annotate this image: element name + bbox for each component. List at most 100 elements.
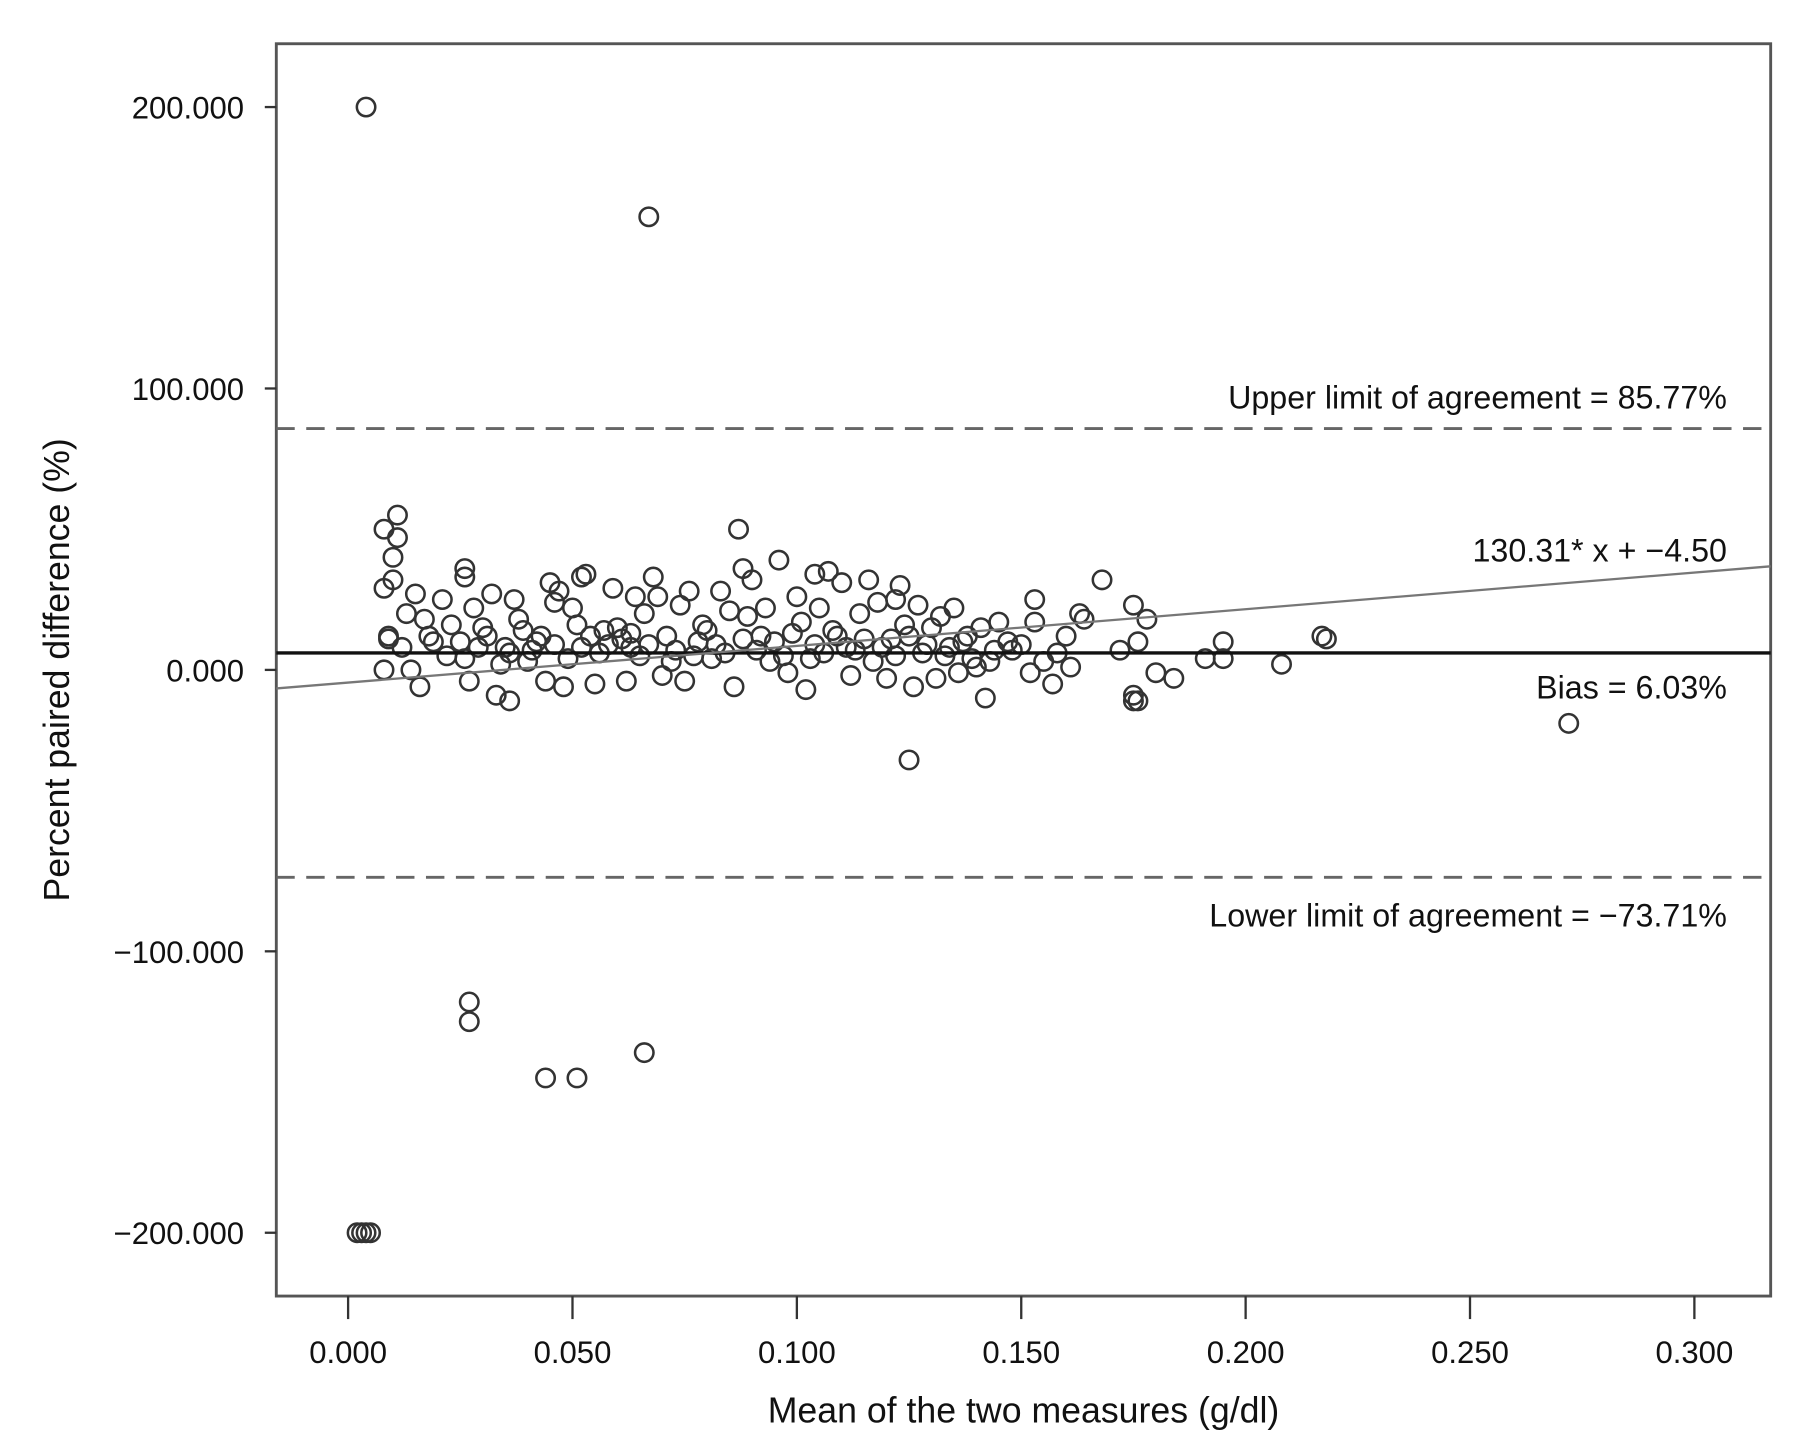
data-point bbox=[808, 597, 830, 619]
x-tick-label: 0.300 bbox=[1655, 1335, 1733, 1370]
data-point bbox=[826, 625, 848, 647]
data-point bbox=[956, 625, 978, 647]
data-point bbox=[889, 575, 911, 596]
data-point bbox=[741, 569, 763, 591]
data-point bbox=[553, 676, 574, 698]
x-axis: 0.000 0.050 0.100 0.150 0.200 0.250 0.300 bbox=[309, 1296, 1733, 1370]
data-point bbox=[355, 96, 377, 118]
data-point bbox=[898, 749, 920, 771]
data-point bbox=[615, 670, 637, 692]
y-tick-label: 0.000 bbox=[166, 653, 244, 688]
data-point bbox=[876, 667, 898, 689]
regression-label: 130.31* x + −4.50 bbox=[1473, 533, 1727, 569]
data-point bbox=[593, 620, 615, 641]
data-point bbox=[1122, 684, 1144, 706]
data-point bbox=[1212, 631, 1234, 653]
bias-label: Bias = 6.03% bbox=[1536, 670, 1727, 706]
data-point bbox=[579, 625, 601, 647]
data-point bbox=[983, 639, 1005, 661]
data-point bbox=[674, 670, 696, 692]
upper-loa-label: Upper limit of agreement = 85.77% bbox=[1228, 380, 1727, 416]
data-point bbox=[633, 603, 655, 625]
data-point bbox=[606, 617, 628, 639]
data-point bbox=[638, 206, 660, 228]
data-point bbox=[1271, 653, 1293, 675]
data-point bbox=[768, 549, 790, 571]
data-point bbox=[391, 636, 413, 658]
data-point bbox=[678, 580, 700, 602]
x-tick-label: 0.100 bbox=[758, 1335, 836, 1370]
data-point bbox=[566, 614, 588, 636]
data-point bbox=[804, 563, 826, 585]
data-point bbox=[737, 605, 758, 627]
data-point bbox=[440, 614, 462, 636]
data-point bbox=[885, 645, 907, 667]
data-point bbox=[965, 656, 987, 678]
data-point bbox=[840, 665, 862, 687]
data-point bbox=[436, 645, 458, 667]
data-point bbox=[799, 648, 821, 670]
data-point bbox=[400, 659, 422, 681]
data-point bbox=[602, 577, 624, 599]
data-point bbox=[1060, 656, 1082, 678]
data-point bbox=[858, 569, 880, 591]
data-point bbox=[1042, 673, 1064, 695]
data-point bbox=[974, 687, 996, 709]
data-point bbox=[624, 586, 646, 608]
data-point bbox=[642, 566, 664, 588]
data-point bbox=[647, 586, 669, 608]
data-point bbox=[692, 614, 714, 636]
data-point bbox=[570, 566, 592, 588]
x-tick-label: 0.150 bbox=[982, 1335, 1060, 1370]
data-point bbox=[1311, 625, 1333, 647]
data-point bbox=[1122, 594, 1144, 616]
data-point bbox=[1109, 639, 1131, 661]
data-point bbox=[620, 622, 642, 644]
data-point bbox=[1145, 662, 1167, 684]
data-point bbox=[925, 667, 947, 689]
data-point bbox=[458, 1011, 480, 1033]
data-point bbox=[1024, 589, 1046, 611]
y-tick-label: 100.000 bbox=[132, 372, 244, 407]
data-point bbox=[1558, 712, 1580, 734]
y-tick-label: 200.000 bbox=[132, 91, 244, 126]
data-point bbox=[481, 583, 503, 605]
x-tick-label: 0.050 bbox=[534, 1335, 612, 1370]
data-point bbox=[422, 631, 444, 653]
data-point bbox=[404, 583, 426, 605]
data-point bbox=[360, 1222, 382, 1244]
x-tick-label: 0.200 bbox=[1207, 1335, 1285, 1370]
data-point bbox=[795, 679, 817, 701]
data-point bbox=[584, 673, 606, 695]
chart-marks bbox=[276, 96, 1771, 1244]
data-point bbox=[418, 625, 440, 647]
data-point bbox=[728, 518, 750, 540]
data-point bbox=[822, 620, 844, 641]
data-point bbox=[1136, 608, 1158, 630]
data-point bbox=[781, 622, 803, 644]
data-point bbox=[535, 1067, 557, 1089]
regression-line bbox=[276, 565, 1771, 690]
data-point bbox=[454, 566, 476, 588]
data-point bbox=[710, 580, 732, 602]
data-point bbox=[548, 580, 570, 602]
y-tick-label: −200.000 bbox=[114, 1216, 245, 1251]
data-point bbox=[894, 614, 916, 636]
data-point bbox=[934, 645, 956, 667]
data-point bbox=[1127, 690, 1149, 712]
lower-loa-label: Lower limit of agreement = −73.71% bbox=[1209, 898, 1727, 934]
data-point bbox=[1127, 631, 1149, 653]
data-point bbox=[831, 572, 853, 594]
data-point bbox=[633, 1042, 655, 1064]
y-axis: 200.000 100.000 0.000 −100.000 −200.000 bbox=[114, 91, 277, 1251]
data-point bbox=[503, 589, 525, 611]
data-point bbox=[754, 597, 776, 619]
data-point bbox=[386, 527, 408, 549]
data-point bbox=[817, 560, 839, 582]
data-point bbox=[732, 628, 754, 650]
data-point bbox=[786, 586, 808, 608]
data-point bbox=[1315, 628, 1337, 650]
data-point bbox=[1024, 611, 1046, 633]
data-point bbox=[575, 563, 597, 585]
